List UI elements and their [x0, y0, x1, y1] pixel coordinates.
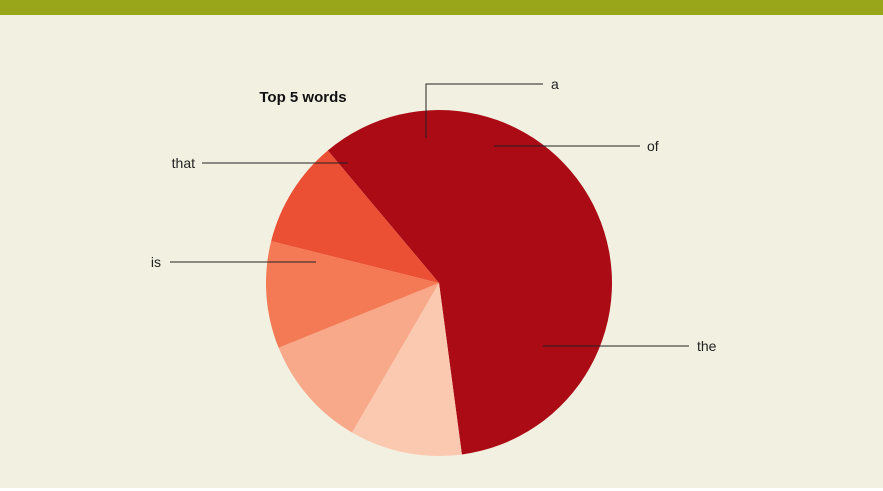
slice-label-that: that: [172, 155, 195, 171]
pie-slice-the: [327, 110, 612, 455]
bottom-divider: [0, 488, 883, 491]
chart-title: Top 5 words: [259, 89, 346, 106]
slice-labels: the is that a of: [151, 76, 717, 354]
pie-slice-a: [266, 241, 439, 348]
slice-label-is: is: [151, 254, 161, 270]
leader-line-a: [425, 83, 543, 138]
pie-slices: [266, 110, 612, 456]
slice-label-a: a: [551, 76, 559, 92]
header-bar: [0, 0, 883, 15]
slice-label-the: the: [697, 338, 717, 354]
pie-slice-of: [271, 150, 439, 283]
pie-slice-is: [351, 283, 462, 456]
pie-slice-that: [278, 283, 439, 433]
slice-label-of: of: [647, 138, 659, 154]
